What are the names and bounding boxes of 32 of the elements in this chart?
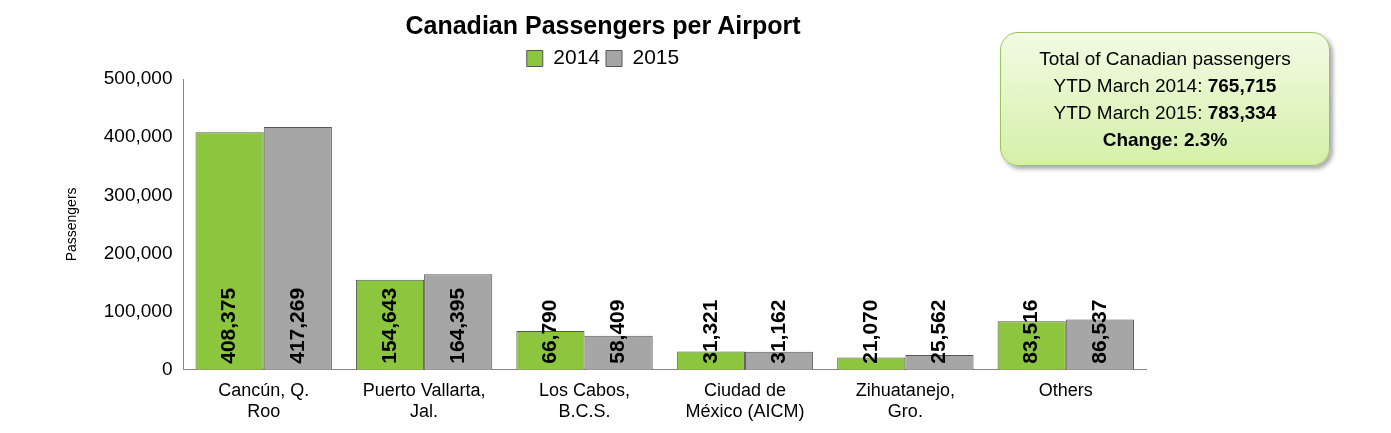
y-tick-label: 200,000 [103,241,173,263]
y-tick-label: 0 [161,358,173,380]
y-tick-label: 400,000 [103,125,173,147]
chart-title: Canadian Passengers per Airport [405,10,802,39]
y-tick-label: 100,000 [103,299,173,321]
text: 66,790 [537,299,561,364]
y-tick-label: 300,000 [103,183,173,205]
y-axis-title: Passengers [63,187,80,262]
text: 154,643 [376,287,400,364]
y-tick-label: 500,000 [103,67,173,89]
x-tick-label: Zihuatanejo, Gro. [855,379,955,422]
text: 25,562 [926,299,950,364]
x-tick-label: Los Cabos, B.C.S. [539,379,631,422]
text: 83,516 [1018,299,1042,364]
text: 21,070 [858,299,882,364]
note-box: Total of Canadian passengers YTD March 2014: 765,715 YTD March 2015: 783,334 Change: 2.3% [1000,32,1330,166]
x-tick-label: Ciudad de México (AICM) [685,379,805,422]
annotation: YTD March 2015: 783,334 [1052,101,1278,125]
text: 164,395 [445,287,468,364]
legend-label: 2015 [632,45,680,69]
annotation: YTD March 2014: 765,715 [1052,74,1278,98]
text: 31,321 [697,299,721,364]
text: 408,375 [216,287,240,364]
x-tick-label: Others [1038,379,1093,400]
legend-label: 2014 [553,45,601,69]
x-tick-label: Puerto Vallarta, Jal. [362,379,486,422]
annotation: Change: 2.3% [1101,128,1229,152]
text: 31,162 [765,299,789,364]
text: 58,409 [605,299,629,364]
text: 86,537 [1086,299,1110,364]
x-tick-label: Cancún, Q. Roo [218,379,310,422]
text: 417,269 [284,287,308,364]
